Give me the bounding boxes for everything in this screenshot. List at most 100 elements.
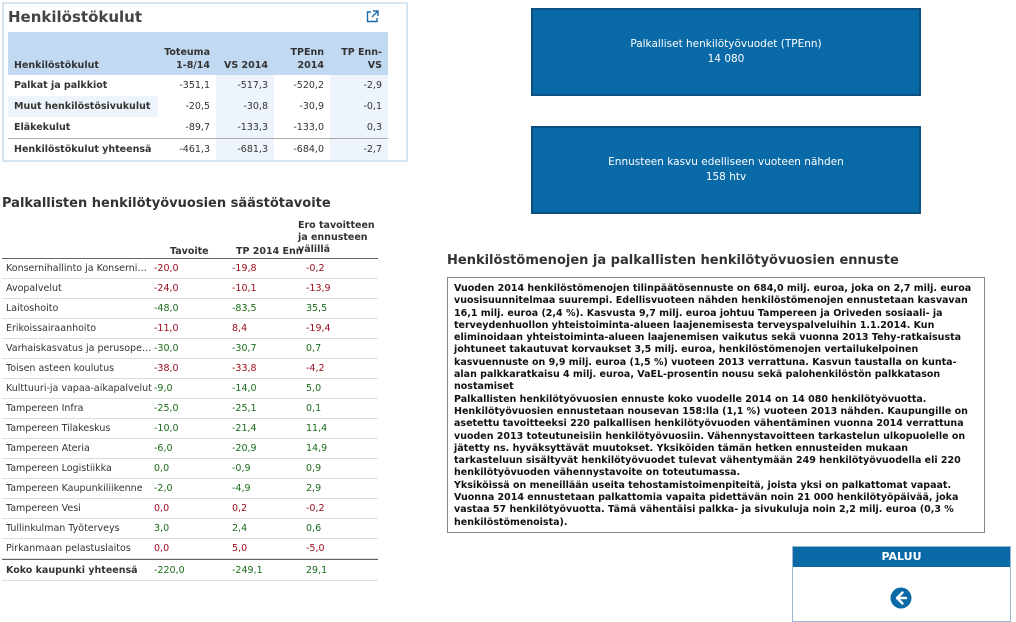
paragraph: Vuoden 2014 henkilöstömenojen tilinpäätö… <box>454 283 972 393</box>
cell: -4,9 <box>232 483 251 494</box>
cell: -20,5 <box>185 101 210 112</box>
cell: -38,0 <box>154 363 179 374</box>
cell: -4,2 <box>306 363 325 374</box>
row-label: Palkat ja palkkiot <box>14 80 108 91</box>
back-button-label[interactable]: PALUU <box>793 547 1010 567</box>
col-header: Tavoite <box>170 246 209 257</box>
table-row: Palkat ja palkkiot -351,1 -517,3 -520,2 … <box>8 75 388 96</box>
cell: -25,0 <box>154 403 179 414</box>
table-row: Tampereen Ateria -6,0 -20,9 14,9 <box>2 438 378 459</box>
table-row: Tampereen Vesi 0,0 0,2 -0,2 <box>2 498 378 519</box>
cell: -684,0 <box>274 138 330 160</box>
table-row: Laitoshoito -48,0 -83,5 35,5 <box>2 298 378 319</box>
table-row: Avopalvelut -24,0 -10,1 -13,9 <box>2 278 378 299</box>
cell: -517,3 <box>216 75 274 96</box>
cell: 11,4 <box>306 423 328 434</box>
row-label: Tampereen Infra <box>6 403 84 414</box>
cell: -30,8 <box>216 96 274 117</box>
row-label: Pirkanmaan pelastuslaitos <box>6 543 131 554</box>
table-row: Tampereen Infra -25,0 -25,1 0,1 <box>2 398 378 419</box>
forecast-title: Henkilöstömenojen ja palkallisten henkil… <box>447 253 899 268</box>
cell: 0,2 <box>232 503 248 514</box>
cell: 0,6 <box>306 523 322 534</box>
row-label: Tampereen Tilakeskus <box>6 423 111 434</box>
cell: 5,0 <box>306 383 322 394</box>
cell: 0,3 <box>330 117 388 139</box>
kpi-label: Palkalliset henkilötyövuodet (TPEnn) <box>630 38 822 50</box>
cell: 0,0 <box>154 503 170 514</box>
cell: -13,9 <box>306 283 331 294</box>
cell: -351,1 <box>179 80 210 91</box>
external-link-icon[interactable] <box>366 10 379 23</box>
cell: -11,0 <box>154 323 179 334</box>
table-row: Eläkekulut -89,7 -133,3 -133,0 0,3 <box>8 117 388 139</box>
row-label: Varhaiskasvatus ja perusopetus <box>6 343 152 354</box>
table-row: Tampereen Tilakeskus -10,0 -21,4 11,4 <box>2 418 378 439</box>
arrow-left-circle-icon[interactable] <box>890 587 912 609</box>
kpi-value: 158 htv <box>705 171 747 183</box>
cell: 35,5 <box>306 303 328 314</box>
row-label: Tampereen Logistiikka <box>6 463 112 474</box>
kpi-value: 14 080 <box>707 53 745 65</box>
cell: 14,9 <box>306 443 328 454</box>
row-label: Tampereen Kaupunkiliikenne <box>6 483 143 494</box>
row-label: Tampereen Ateria <box>6 443 90 454</box>
cell: -30,9 <box>299 101 324 112</box>
cell: 0,0 <box>154 463 170 474</box>
cell: 3,0 <box>154 523 170 534</box>
back-panel: PALUU <box>792 546 1011 622</box>
table-row: Tampereen Kaupunkiliikenne -2,0 -4,9 2,9 <box>2 478 378 499</box>
cell: -5,0 <box>306 543 325 554</box>
row-label: Kulttuuri-ja vapaa-aikapalvelut <box>6 383 152 394</box>
kpi-growth[interactable]: Ennusteen kasvu edelliseen vuoteen nähde… <box>531 126 921 214</box>
table-row: Tampereen Logistiikka 0,0 -0,9 0,9 <box>2 458 378 479</box>
paragraph: Palkallisten henkilötyövuosien ennuste k… <box>454 393 968 479</box>
kpi-label: Ennusteen kasvu edelliseen vuoteen nähde… <box>608 156 844 168</box>
cell: 2,9 <box>306 483 322 494</box>
row-label: Avopalvelut <box>6 283 62 294</box>
cell: 0,9 <box>306 463 322 474</box>
row-label: Tullinkulman Työterveys <box>6 523 120 534</box>
row-label: Laitoshoito <box>6 303 59 314</box>
cell: -19,4 <box>306 323 331 334</box>
cell: 5,0 <box>232 543 248 554</box>
table-row: Varhaiskasvatus ja perusopetus -30,0 -30,7… <box>2 338 378 359</box>
cell: -30,0 <box>154 343 179 354</box>
cell: -83,5 <box>232 303 257 314</box>
table-row: Toisen asteen koulutus -38,0 -33,8 -4,2 <box>2 358 378 379</box>
table-row: Erikoissairaanhoito -11,0 8,4 -19,4 <box>2 318 378 339</box>
cell: -520,2 <box>293 80 324 91</box>
table-total-row: Henkilöstökulut yhteensä -461,3 -681,3 -… <box>8 138 388 160</box>
cell: -24,0 <box>154 283 179 294</box>
cell: -6,0 <box>154 443 173 454</box>
col-header: TP 2014 Enn <box>236 246 303 257</box>
cell: 2,4 <box>232 523 248 534</box>
kpi-person-years[interactable]: Palkalliset henkilötyövuodet (TPEnn) 14 … <box>531 8 921 96</box>
cell: -681,3 <box>216 138 274 160</box>
table-row: Konsernihallinto ja Konsernipal... -20,0 -… <box>2 258 378 279</box>
cell: -0,9 <box>232 463 251 474</box>
table-total-row: Koko kaupunki yhteensä -220,0 -249,1 29,1 <box>2 559 378 581</box>
cell: -133,0 <box>293 122 324 133</box>
cell: -20,0 <box>154 263 179 274</box>
table-row: Pirkanmaan pelastuslaitos 0,0 5,0 -5,0 <box>2 538 378 559</box>
cell: -9,0 <box>154 383 173 394</box>
table-row: Kulttuuri-ja vapaa-aikapalvelut -9,0 -14,0… <box>2 378 378 399</box>
col-header: TP Enn-VS <box>330 32 388 75</box>
cell: -20,9 <box>232 443 257 454</box>
cell: -19,8 <box>232 263 257 274</box>
cell: -21,4 <box>232 423 257 434</box>
panel-title: Henkilöstökulut <box>8 8 143 26</box>
divider <box>2 258 378 259</box>
cell: 0,7 <box>306 343 322 354</box>
savings-title: Palkallisten henkilötyövuosien säästötav… <box>2 196 331 211</box>
row-label: Eläkekulut <box>14 122 71 133</box>
cell: -89,7 <box>185 122 210 133</box>
cell: -48,0 <box>154 303 179 314</box>
col-header: VS 2014 <box>216 32 274 75</box>
row-label: Henkilöstökulut yhteensä <box>8 138 158 160</box>
cell: 8,4 <box>232 323 248 334</box>
row-label: Koko kaupunki yhteensä <box>6 565 138 576</box>
col-header: Henkilöstökulut <box>8 32 158 75</box>
cell: -10,1 <box>232 283 257 294</box>
